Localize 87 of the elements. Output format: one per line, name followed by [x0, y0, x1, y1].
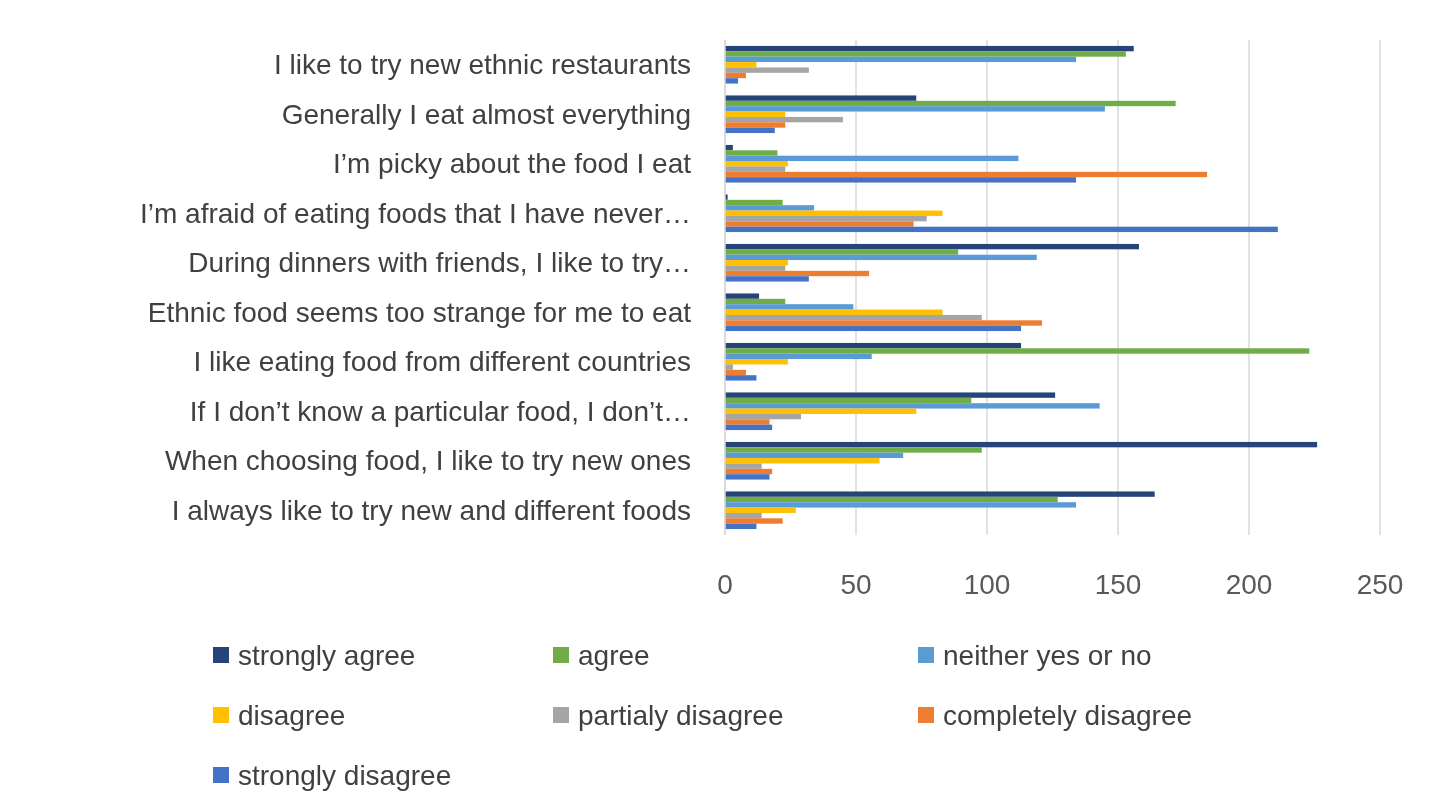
bar	[725, 111, 786, 117]
bar	[725, 205, 815, 211]
bar	[725, 452, 904, 459]
y-tick-label: I’m picky about the food I eat	[333, 148, 692, 180]
bar	[725, 100, 1176, 107]
bar	[725, 78, 739, 84]
bar	[725, 413, 801, 420]
bar	[725, 397, 972, 404]
bar	[725, 342, 1022, 349]
bar	[725, 408, 917, 414]
bar	[725, 304, 854, 310]
bar	[725, 276, 809, 282]
y-tick-label: I like eating food from different countries	[193, 346, 691, 378]
bar	[725, 95, 917, 101]
bar	[725, 353, 872, 360]
bar	[725, 463, 762, 469]
x-tick-label: 200	[1225, 568, 1273, 600]
bar	[725, 359, 788, 365]
bar	[725, 293, 760, 299]
bar	[725, 364, 733, 370]
legend-label: agree	[578, 639, 650, 671]
bar	[725, 260, 788, 266]
bar	[725, 502, 1077, 508]
bar	[725, 254, 1037, 261]
bar	[725, 512, 762, 519]
y-tick-label: I’m afraid of eating foods that I have never…	[140, 197, 691, 229]
bar	[725, 106, 1105, 112]
bar	[725, 298, 786, 305]
x-tick-label: 250	[1356, 568, 1404, 600]
y-tick-label: I like to try new ethnic restaurants	[273, 49, 691, 81]
bar	[725, 171, 1208, 178]
bar	[725, 309, 943, 315]
bar	[725, 150, 778, 156]
bar	[725, 375, 757, 381]
bar	[725, 518, 783, 524]
legend-label: partialy disagree	[578, 699, 784, 731]
bar	[725, 215, 927, 222]
bar	[725, 424, 773, 431]
bar	[725, 447, 982, 453]
bar	[725, 403, 1100, 409]
y-tick-label: During dinners with friends, I like to try…	[188, 247, 691, 279]
bar	[725, 474, 770, 480]
legend-label: disagree	[238, 699, 346, 731]
bar	[725, 226, 1278, 233]
bar	[725, 348, 1310, 354]
bar	[725, 468, 773, 475]
bar	[725, 122, 786, 128]
bar	[725, 116, 843, 123]
x-tick-label: 150	[1094, 568, 1142, 600]
x-tick-label: 100	[963, 568, 1011, 600]
bar	[725, 419, 770, 425]
bar	[725, 155, 1019, 162]
bar	[725, 243, 1139, 250]
bar	[725, 314, 982, 321]
bar	[725, 51, 1126, 57]
bar	[725, 270, 870, 277]
bar	[725, 265, 786, 271]
bar	[725, 221, 914, 227]
bar	[725, 496, 1058, 503]
bar	[725, 177, 1077, 183]
bar	[725, 56, 1077, 63]
bar	[725, 392, 1056, 398]
bar	[725, 320, 1043, 326]
legend-label: completely disagree	[943, 699, 1193, 731]
x-tick-label: 50	[840, 568, 872, 600]
bar	[725, 67, 809, 73]
bar	[725, 127, 775, 134]
legend-label: strongly agree	[238, 639, 416, 671]
bar	[725, 441, 1318, 448]
x-tick-label: 0	[717, 568, 733, 600]
bar	[725, 458, 880, 464]
y-tick-label: Ethnic food seems too strange for me to eat	[147, 296, 692, 328]
bar	[725, 491, 1155, 497]
legend-label: neither yes or no	[943, 639, 1152, 671]
bar	[725, 199, 783, 206]
legend-label: strongly disagree	[238, 759, 452, 791]
y-tick-label: I always like to try new and different foods	[171, 494, 691, 526]
y-tick-label: If I don’t know a particular food, I don’t…	[189, 395, 691, 427]
bar	[725, 325, 1022, 332]
bar	[725, 45, 1134, 52]
bar	[725, 210, 943, 216]
y-tick-label: When choosing food, I like to try new ones	[164, 445, 691, 477]
bar	[725, 161, 788, 167]
y-tick-label: Generally I eat almost everything	[281, 98, 691, 130]
bar	[725, 507, 796, 513]
bar	[725, 249, 959, 255]
bar	[725, 166, 786, 172]
